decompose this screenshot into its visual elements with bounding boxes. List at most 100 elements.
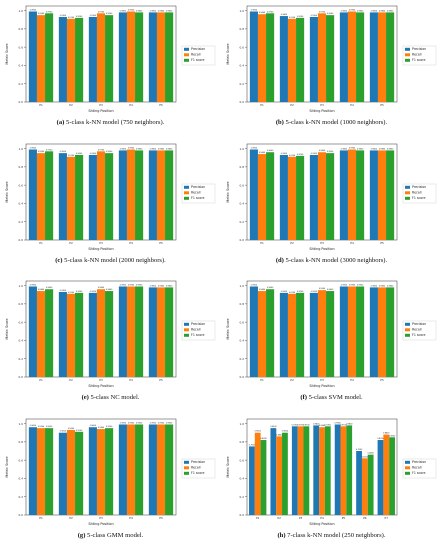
data-label: 0.9400 [281, 14, 288, 16]
bar-f1-score-p2 [75, 292, 84, 377]
x-tick-label: P7 [385, 516, 389, 520]
chart-panel-g: 0.0 0.2 0.4 0.6 0.8 1.0 Metric Score Sitting Po… [0, 413, 221, 550]
y-tick-label: 0.2 [240, 82, 245, 86]
chart-b: 0.0 0.2 0.4 0.6 0.8 1.0 Metric Score Sitting Po… [226, 5, 437, 113]
bar-precision-p1 [28, 426, 37, 515]
bar-recall-p3 [96, 289, 106, 377]
legend-label-f1-score: F1 score [191, 333, 204, 337]
caption-text-b: 5-class k-NN model (1000 neighbors). [283, 119, 388, 126]
bar-f1-score-p2 [296, 17, 305, 103]
bar-precision-p2 [58, 291, 67, 377]
bar-f1-score-p4 [135, 12, 144, 102]
x-tick-label: P3 [99, 516, 103, 520]
x-tick-label: P2 [290, 103, 294, 107]
bar-precision-p2 [270, 427, 277, 515]
bar-recall-p3 [317, 151, 327, 240]
x-tick-label: P1 [260, 103, 264, 107]
data-label: 0.9600 [90, 425, 97, 427]
data-label: 0.9900 [30, 284, 37, 286]
bar-f1-score-p2 [296, 292, 305, 377]
data-label: 0.9900 [120, 422, 127, 424]
x-tick-label: P5 [380, 103, 384, 107]
x-tick-label: P2 [69, 241, 73, 245]
data-label: 0.9900 [251, 9, 258, 11]
bar-recall-p3 [96, 428, 106, 515]
bar-recall-p4 [126, 286, 136, 377]
data-label: 0.9800 [379, 10, 386, 12]
y-tick-label: 0.2 [19, 82, 24, 86]
bar-f1-score-p5 [386, 12, 395, 102]
legend-box [402, 458, 437, 478]
data-label: 0.9200 [281, 291, 288, 293]
chart-f: 0.0 0.2 0.4 0.6 0.8 1.0 Metric Score Sitting Po… [226, 280, 437, 388]
bar-precision-p2 [279, 154, 288, 240]
data-label: 0.9500 [327, 13, 334, 15]
data-label: 0.9800 [379, 285, 386, 287]
legend-swatch-recall [405, 190, 410, 194]
bar-recall-p1 [257, 291, 267, 377]
data-label: 0.8200 [377, 438, 384, 440]
bar-recall-p1 [36, 291, 46, 377]
legend-box [402, 320, 437, 341]
bar-precision-p2 [279, 16, 288, 102]
legend-swatch-precision [405, 322, 410, 326]
data-label: 0.9900 [120, 284, 127, 286]
legend-box [181, 45, 216, 66]
bar-precision-p5 [334, 423, 341, 515]
legend-swatch-recall [184, 465, 189, 469]
x-tick-label: P5 [159, 516, 163, 520]
x-axis-label: Sitting Position [309, 522, 334, 526]
bar-f1-score-p5 [165, 12, 174, 102]
x-tick-label: P5 [159, 378, 163, 382]
bar-recall-p5 [340, 425, 347, 515]
y-tick-label: 0.8 [19, 165, 24, 169]
bar-recall-p4 [126, 148, 136, 240]
bar-f1-score-p3 [326, 291, 335, 377]
data-label: 0.9600 [30, 425, 37, 427]
y-tick-label: 0.0 [240, 238, 245, 242]
legend-box [402, 45, 437, 66]
y-axis-label: Metric Score [5, 181, 9, 202]
data-label: 0.9500 [106, 151, 113, 153]
bar-f1-score-p4 [356, 149, 365, 240]
x-tick-label: P4 [129, 103, 133, 107]
x-tick-label: P1 [39, 378, 43, 382]
data-label: 0.9800 [166, 148, 173, 150]
data-label: 0.9700 [319, 11, 326, 13]
legend-swatch-recall [405, 465, 410, 469]
caption-letter-d: (d) [275, 256, 284, 264]
data-label: 0.8200 [260, 438, 267, 440]
legend-label-recall: Recall [191, 465, 201, 469]
data-label: 0.9500 [106, 13, 113, 15]
y-axis-label: Metric Score [5, 43, 9, 64]
x-tick-label: P1 [39, 103, 43, 107]
y-tick-label: 0.4 [19, 476, 24, 480]
bar-precision-p5 [148, 287, 157, 377]
caption-text-e: 5-class NC model. [88, 394, 140, 401]
bar-f1-score-p5 [165, 423, 174, 515]
data-label: 0.9100 [289, 292, 296, 294]
legend-label-recall: Recall [412, 328, 422, 332]
bar-precision-p5 [369, 12, 378, 102]
data-label: 0.7500 [249, 444, 256, 446]
x-tick-label: P1 [260, 378, 264, 382]
y-tick-label: 0.2 [240, 219, 245, 223]
y-tick-label: 0.6 [19, 183, 24, 187]
legend-swatch-f1-score [184, 58, 189, 62]
data-label: 0.9900 [349, 284, 356, 286]
y-tick-label: 0.0 [240, 513, 245, 517]
y-tick-label: 0.0 [19, 238, 24, 242]
y-tick-label: 0.4 [19, 201, 24, 205]
data-label: 0.9500 [106, 426, 113, 428]
legend-label-f1-score: F1 score [191, 471, 204, 475]
bar-precision-p5 [148, 149, 157, 240]
y-axis-label: Metric Score [226, 181, 230, 202]
bar-f1-score-p3 [105, 291, 114, 377]
caption-text-a: 5-class k-NN model (750 neighbors). [64, 119, 165, 126]
bar-recall-p2 [287, 156, 297, 240]
data-label: 0.9800 [346, 423, 353, 425]
data-label: 0.9800 [166, 285, 173, 287]
y-axis-label: Metric Score [226, 456, 230, 477]
x-axis-label: Sitting Position [88, 247, 113, 251]
x-tick-label: P6 [363, 516, 367, 520]
